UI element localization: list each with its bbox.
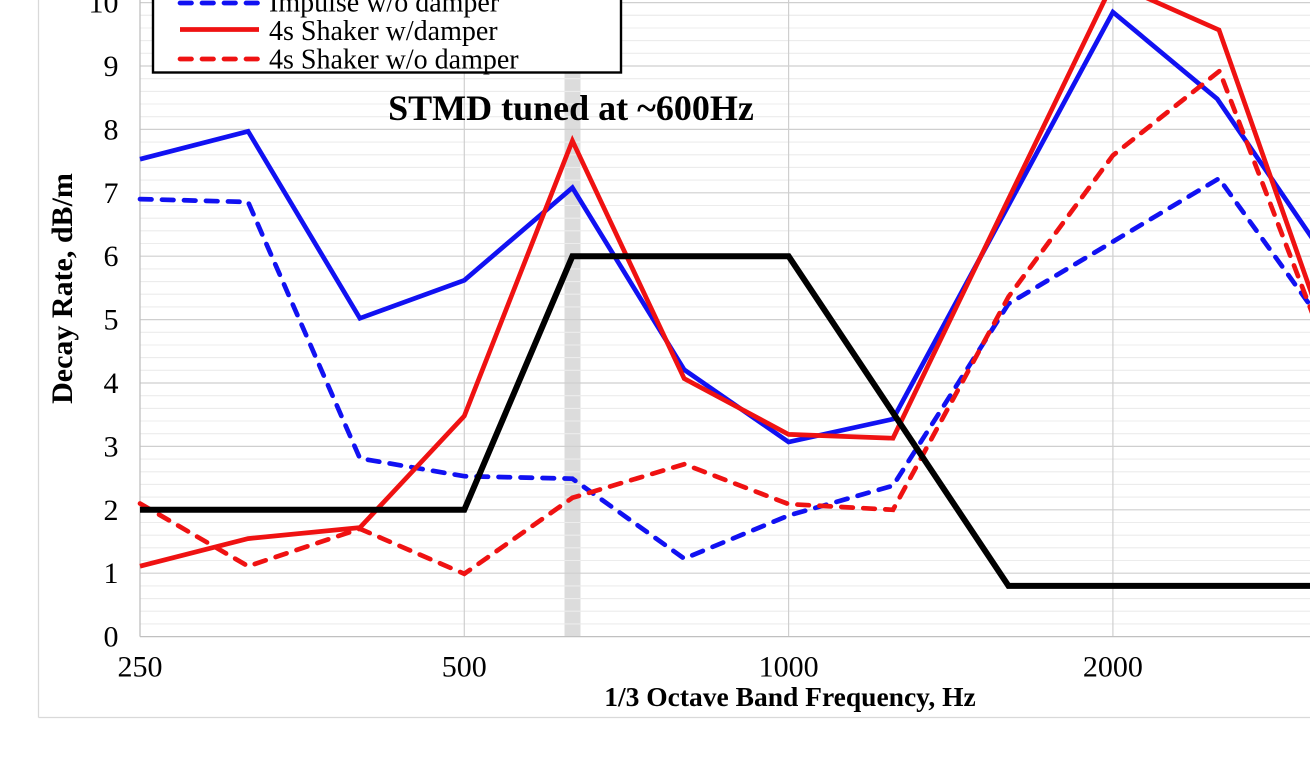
svg-text:1000: 1000 [759,651,819,684]
svg-text:500: 500 [442,651,487,684]
svg-text:5: 5 [104,304,119,337]
svg-text:9: 9 [104,50,119,83]
svg-text:3: 3 [104,430,119,463]
svg-text:6: 6 [104,240,119,273]
svg-text:STMD tuned at ~600Hz: STMD tuned at ~600Hz [388,88,754,128]
svg-text:0: 0 [104,621,119,654]
svg-text:2000: 2000 [1083,651,1143,684]
svg-text:7: 7 [104,177,119,210]
svg-text:2: 2 [104,494,119,527]
svg-text:8: 8 [104,113,119,146]
svg-text:Decay Rate, dB/m: Decay Rate, dB/m [46,173,79,404]
svg-text:250: 250 [118,651,163,684]
svg-text:1: 1 [104,557,119,590]
svg-text:10: 10 [89,0,119,20]
svg-text:1/3 Octave Band Frequency, Hz: 1/3 Octave Band Frequency, Hz [604,681,976,712]
svg-text:4s Shaker w/o damper: 4s Shaker w/o damper [269,45,519,76]
svg-text:Impulse w/o damper: Impulse w/o damper [269,0,500,19]
svg-text:4: 4 [104,367,119,400]
svg-text:4s Shaker w/damper: 4s Shaker w/damper [269,16,498,47]
